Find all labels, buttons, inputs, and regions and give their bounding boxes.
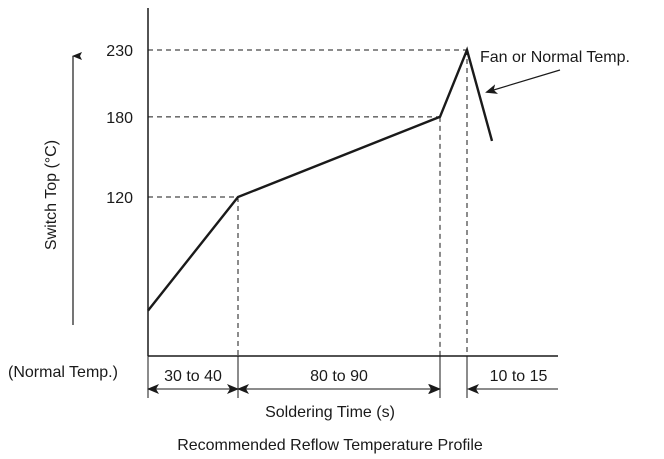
chart-caption: Recommended Reflow Temperature Profile <box>177 437 483 454</box>
interval-label: 10 to 15 <box>490 368 548 385</box>
x-axis-label: Soldering Time (s) <box>265 404 395 421</box>
y-tick-label: 180 <box>106 110 133 127</box>
annotation-arrow <box>485 69 561 94</box>
y-axis-label: Switch Top (°C) <box>43 140 60 250</box>
interval-label: 30 to 40 <box>164 368 222 385</box>
annotation-text: Fan or Normal Temp. <box>480 49 630 66</box>
y-baseline-label: (Normal Temp.) <box>8 364 118 381</box>
y-tick-label: 230 <box>106 43 133 60</box>
interval-label: 80 to 90 <box>310 368 368 385</box>
y-tick-label: 120 <box>106 190 133 207</box>
